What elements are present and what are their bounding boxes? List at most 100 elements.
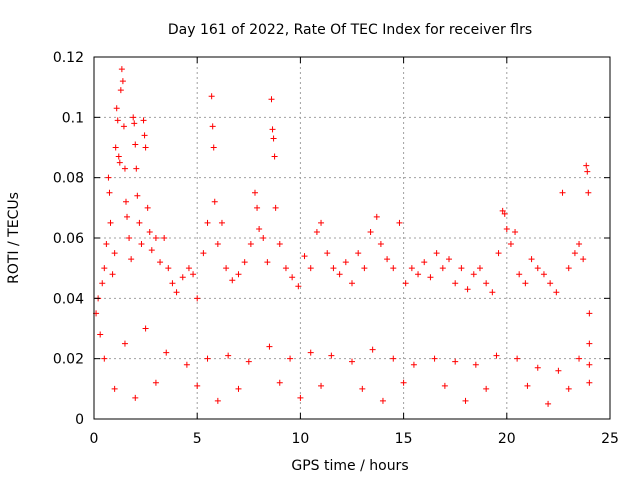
data-point — [131, 120, 138, 127]
data-point — [270, 135, 277, 142]
data-point — [128, 256, 135, 263]
data-point — [547, 280, 554, 287]
data-point — [194, 382, 201, 389]
data-point — [169, 280, 176, 287]
data-point — [586, 361, 593, 368]
data-point — [400, 379, 407, 386]
data-point — [99, 280, 106, 287]
data-point — [301, 253, 308, 260]
data-point — [142, 325, 149, 332]
data-point — [415, 271, 422, 278]
data-point — [410, 361, 417, 368]
y-tick-label: 0.06 — [53, 231, 84, 247]
data-point — [545, 400, 552, 407]
data-point — [503, 225, 510, 232]
data-point — [133, 165, 140, 172]
data-point — [251, 189, 258, 196]
chart-title: Day 161 of 2022, Rate Of TEC Index for r… — [168, 22, 532, 38]
data-point — [124, 213, 131, 220]
y-tick-label: 0 — [75, 412, 84, 428]
y-tick-label: 0.04 — [53, 291, 84, 307]
data-point — [534, 364, 541, 371]
data-point — [514, 355, 521, 362]
data-point — [276, 241, 283, 248]
data-point — [163, 349, 170, 356]
data-point — [507, 241, 514, 248]
data-point — [225, 352, 232, 359]
data-point — [113, 105, 120, 112]
data-point — [355, 250, 362, 257]
data-point — [229, 277, 236, 284]
data-point — [586, 340, 593, 347]
data-point — [367, 228, 374, 235]
data-point — [214, 397, 221, 404]
y-tick-label: 0.12 — [53, 50, 84, 66]
data-point — [130, 114, 137, 121]
data-point — [555, 367, 562, 374]
data-point — [576, 241, 583, 248]
data-point — [297, 394, 304, 401]
gridlines — [94, 57, 610, 419]
data-point — [105, 174, 112, 181]
data-point — [512, 228, 519, 235]
data-point — [194, 295, 201, 302]
data-point — [157, 259, 164, 266]
x-tick-label: 0 — [90, 431, 99, 447]
data-point — [118, 66, 125, 73]
data-point — [431, 355, 438, 362]
data-point — [97, 331, 104, 338]
data-point — [185, 265, 192, 272]
data-point — [256, 225, 263, 232]
data-point — [369, 346, 376, 353]
data-point — [565, 265, 572, 272]
data-point — [452, 358, 459, 365]
data-point — [132, 141, 139, 148]
data-point — [584, 168, 591, 175]
data-point — [524, 382, 531, 389]
data-point — [522, 280, 529, 287]
data-points — [93, 66, 593, 407]
data-point — [421, 259, 428, 266]
data-point — [146, 228, 153, 235]
data-point — [152, 235, 159, 241]
data-point — [446, 256, 453, 263]
data-point — [472, 361, 479, 368]
data-point — [565, 385, 572, 392]
data-point — [138, 241, 145, 248]
data-point — [495, 250, 502, 257]
data-point — [210, 144, 217, 151]
x-tick-label: 20 — [498, 431, 516, 447]
data-point — [379, 397, 386, 404]
data-point — [499, 207, 506, 214]
data-point — [324, 250, 331, 257]
data-point — [107, 219, 114, 226]
data-point — [152, 379, 159, 386]
plot-area-frame — [93, 56, 611, 420]
data-point — [126, 235, 133, 241]
data-point — [214, 241, 221, 248]
data-point — [121, 340, 128, 347]
data-point — [282, 265, 289, 272]
data-point — [218, 219, 225, 226]
data-point — [336, 271, 343, 278]
data-point — [101, 355, 108, 362]
x-tick-label: 25 — [601, 431, 619, 447]
data-point — [402, 280, 409, 287]
data-point — [109, 271, 116, 278]
data-point — [235, 271, 242, 278]
data-point — [313, 228, 320, 235]
data-point — [287, 355, 294, 362]
data-point — [452, 280, 459, 287]
data-point — [408, 265, 415, 272]
data-point — [349, 280, 355, 287]
data-point — [390, 355, 397, 362]
data-point — [318, 382, 325, 389]
tick-labels: 0 5 10 15 20 25 0 0.02 0.04 0.06 0.08 0.1 0.12 — [53, 50, 619, 447]
data-point — [361, 265, 368, 272]
data-point — [122, 198, 129, 205]
data-point — [272, 204, 279, 211]
data-point — [330, 265, 337, 272]
data-point — [493, 352, 500, 359]
data-point — [576, 355, 583, 362]
data-point — [264, 259, 271, 266]
